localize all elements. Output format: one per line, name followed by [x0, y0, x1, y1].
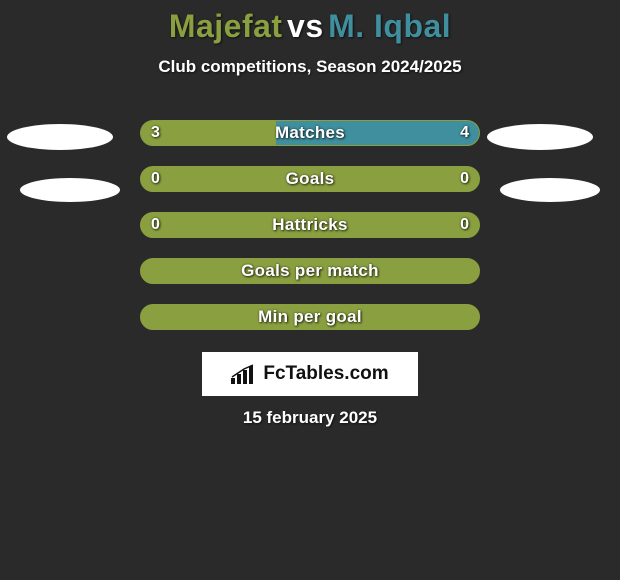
comparison-title: Majefat vs M. Iqbal — [0, 0, 620, 45]
decorative-ellipse — [20, 178, 120, 202]
metric-row: Min per goal — [0, 304, 620, 350]
player1-name: Majefat — [169, 8, 283, 44]
metric-label: Hattricks — [141, 213, 479, 237]
metric-label: Goals per match — [141, 259, 479, 283]
metric-label: Matches — [141, 121, 479, 145]
metric-bar-track: Min per goal — [140, 304, 480, 330]
metric-row: Goals per match — [0, 258, 620, 304]
decorative-ellipse — [487, 124, 593, 150]
metric-label: Min per goal — [141, 305, 479, 329]
comparison-bars: Matches34Goals00Hattricks00Goals per mat… — [0, 120, 620, 350]
metric-bar-track: Matches3 4 — [140, 120, 480, 146]
vs-separator: vs — [287, 8, 324, 44]
source-logo-box: FcTables.com — [202, 352, 418, 396]
metric-label: Goals — [141, 167, 479, 191]
metric-value-right: 4 — [460, 121, 469, 145]
metric-value-left: 0 — [151, 213, 160, 237]
decorative-ellipse — [500, 178, 600, 202]
metric-row: Hattricks0 0 — [0, 212, 620, 258]
player2-name: M. Iqbal — [328, 8, 451, 44]
metric-value-left: 0 — [151, 167, 160, 191]
metric-value-right: 0 — [460, 167, 469, 191]
subtitle: Club competitions, Season 2024/2025 — [0, 57, 620, 77]
snapshot-date: 15 february 2025 — [0, 408, 620, 428]
metric-bar-track: Hattricks0 0 — [140, 212, 480, 238]
bars-ascending-icon — [231, 364, 257, 384]
decorative-ellipse — [7, 124, 113, 150]
metric-bar-track: Goals per match — [140, 258, 480, 284]
source-logo-text: FcTables.com — [263, 363, 388, 385]
metric-value-left: 3 — [151, 121, 160, 145]
metric-bar-track: Goals0 0 — [140, 166, 480, 192]
metric-value-right: 0 — [460, 213, 469, 237]
